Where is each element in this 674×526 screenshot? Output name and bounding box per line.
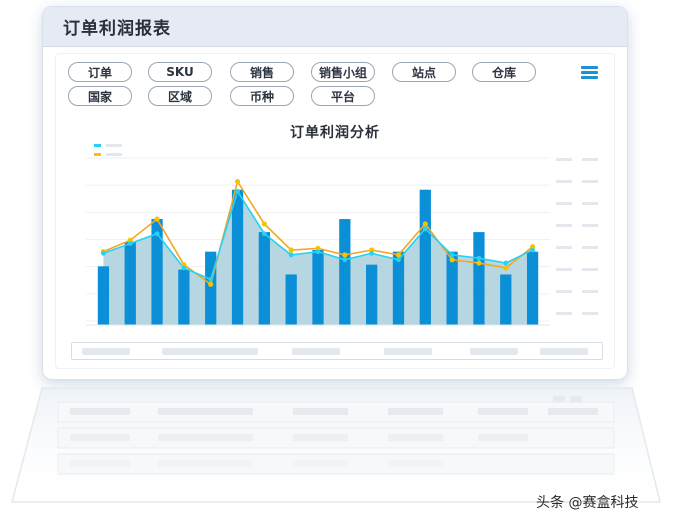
data-point-orange (261, 221, 267, 227)
legend-swatch-orange (94, 153, 101, 156)
laptop-base (11, 387, 661, 503)
axis-tick-placeholder (582, 158, 598, 161)
data-point-cyan (101, 250, 106, 256)
hamburger-menu-icon[interactable] (581, 66, 598, 80)
chart-bar (366, 264, 378, 325)
data-point-cyan (530, 247, 535, 253)
data-point-cyan (369, 250, 375, 256)
filter-chip-sku[interactable]: SKU (148, 62, 212, 82)
card-body: 订单 SKU 销售 销售小组 站点 仓库 国家 区域 币种 平台 订单利润分析 (55, 53, 615, 369)
legend-swatch-cyan (94, 144, 101, 147)
axis-tick-placeholder (582, 180, 598, 183)
axis-tick-placeholder (556, 246, 572, 249)
card-header: 订单利润报表 (43, 7, 627, 47)
data-point-orange (503, 265, 509, 271)
chart-bar (500, 274, 512, 325)
axis-tick-placeholder (582, 268, 598, 271)
chart-bar (339, 219, 351, 325)
profit-chart (86, 144, 598, 326)
chart-bar (231, 189, 244, 325)
data-point-cyan (154, 231, 160, 237)
filter-chip-site[interactable]: 站点 (392, 62, 456, 82)
page-title: 订单利润报表 (63, 19, 171, 39)
chart-bar (446, 251, 458, 325)
data-point-orange (395, 252, 402, 258)
chart-bar (285, 274, 297, 325)
data-point-cyan (261, 231, 267, 237)
watermark-text: 头条 @赛盒科技 (536, 495, 639, 511)
data-point-orange (422, 221, 428, 227)
data-point-cyan (476, 255, 482, 261)
axis-tick-placeholder (556, 268, 572, 271)
filter-chip-platform[interactable]: 平台 (311, 86, 375, 106)
data-point-cyan (396, 257, 401, 263)
footer-placeholder (384, 348, 432, 355)
axis-tick-placeholder (556, 180, 572, 183)
footer-placeholder (470, 348, 518, 355)
axis-tick-placeholder (556, 202, 572, 205)
data-point-cyan (422, 226, 428, 232)
data-point-cyan (127, 241, 133, 246)
data-point-cyan (449, 252, 455, 258)
data-point-cyan (315, 249, 321, 255)
data-point-orange (154, 216, 160, 222)
data-point-cyan (503, 260, 509, 266)
filter-chip-sales-team[interactable]: 销售小组 (311, 62, 375, 82)
filter-chip-sales[interactable]: 销售 (230, 62, 294, 82)
footer-placeholder (82, 348, 130, 355)
chart-bar (178, 269, 190, 325)
footer-placeholder (162, 348, 258, 355)
axis-tick-placeholder (556, 224, 572, 227)
chart-footer-bar (71, 342, 603, 360)
data-point-orange (449, 257, 455, 263)
axis-tick-placeholder (582, 202, 598, 205)
chart-title: 订单利润分析 (290, 125, 380, 141)
chart-bar (473, 232, 485, 325)
axis-tick-placeholder (582, 224, 598, 227)
legend-label-placeholder (106, 153, 122, 156)
chart-bar (392, 251, 405, 325)
footer-placeholder (540, 348, 588, 355)
axis-tick-placeholder (556, 312, 572, 315)
chart-bar (419, 189, 431, 325)
axis-tick-placeholder (556, 290, 572, 293)
filter-chip-order[interactable]: 订单 (68, 62, 132, 82)
chart-bar (124, 241, 136, 325)
data-point-orange (208, 281, 214, 287)
axis-tick-placeholder (556, 158, 572, 161)
data-point-cyan (342, 257, 348, 263)
legend-label-placeholder (106, 144, 122, 147)
chart-bar (97, 266, 110, 325)
data-point-cyan (208, 276, 214, 282)
filter-chip-country[interactable]: 国家 (68, 86, 132, 106)
chart-bar (258, 232, 270, 325)
chart-bar (151, 219, 163, 325)
data-point-orange (234, 178, 241, 185)
report-card: 订单利润报表 订单 SKU 销售 销售小组 站点 仓库 国家 区域 币种 平台 … (42, 6, 628, 380)
filter-chip-currency[interactable]: 币种 (230, 86, 294, 106)
filter-chip-warehouse[interactable]: 仓库 (472, 62, 536, 82)
footer-placeholder (292, 348, 340, 355)
data-point-cyan (288, 252, 294, 258)
chart-bar (312, 250, 324, 325)
data-point-cyan (235, 188, 240, 194)
data-point-cyan (181, 265, 187, 271)
data-point-orange (288, 247, 294, 253)
chart-bar (526, 251, 539, 325)
axis-tick-placeholder (582, 246, 598, 249)
data-point-orange (476, 260, 482, 266)
axis-tick-placeholder (582, 312, 598, 315)
data-point-orange (342, 252, 348, 258)
chart-bar (205, 251, 217, 325)
axis-tick-placeholder (582, 290, 598, 293)
filter-chip-region[interactable]: 区域 (148, 86, 212, 106)
